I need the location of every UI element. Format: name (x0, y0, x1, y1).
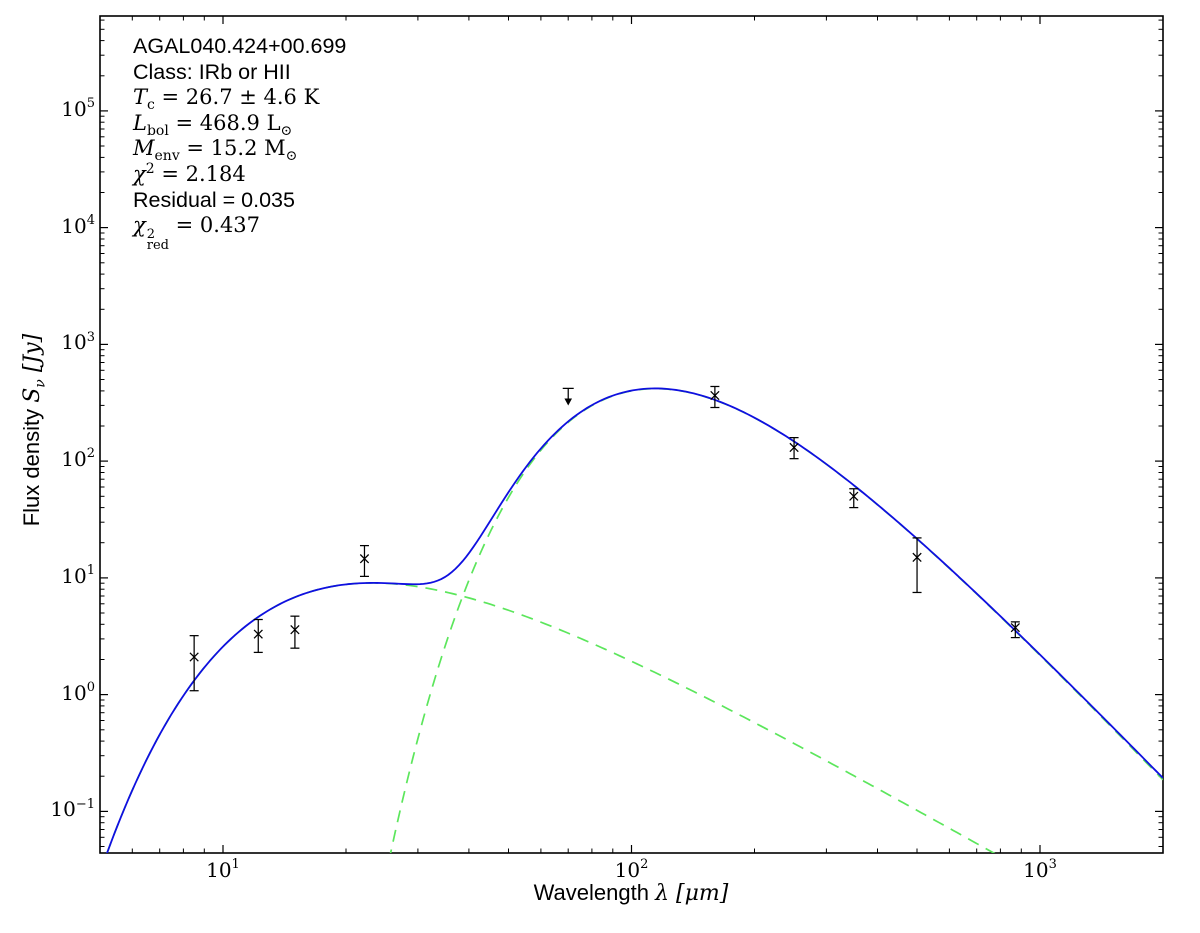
y-tick-label: 101 (61, 563, 95, 588)
source-name: AGAL040.424+00.699 (133, 34, 347, 58)
data-point-marker (253, 618, 263, 654)
data-point-marker (290, 615, 300, 649)
data-point-marker (359, 544, 370, 578)
x-tick-label: 103 (1023, 857, 1057, 882)
y-tick-label: 100 (61, 679, 95, 705)
envelope-mass-value: Menv = 15.2 M⊙ (133, 136, 298, 165)
residual-value: Residual = 0.035 (133, 187, 295, 212)
y-tick-label: 102 (61, 446, 95, 472)
reduced-chi-squared-value: χ 2 red = 0.437 (133, 213, 261, 254)
class-label: Class: IRb or HII (133, 59, 291, 84)
x-tick-label: 101 (206, 857, 240, 882)
data-point-marker (189, 635, 199, 692)
y-tick-label: 103 (61, 329, 95, 355)
y-tick-label: 10−1 (50, 796, 95, 822)
dust-temperature-value: Tc = 26.7 ± 4.6 K (133, 85, 320, 114)
photometry-points (189, 385, 1020, 692)
fit-annotation: AGAL040.424+00.699 Class: IRb or HII Tc … (133, 34, 347, 254)
x-tick-label: 102 (614, 857, 649, 882)
total-model-curve (106, 387, 1163, 853)
data-point-marker (849, 488, 859, 509)
y-tick-label: 105 (61, 96, 95, 121)
upper-limit-marker (562, 387, 574, 406)
bolometric-luminosity-value: Lbol = 468.9 L⊙ (133, 110, 293, 139)
chi-squared-value: χ2 = 2.184 (133, 160, 246, 186)
axis-ticks (100, 16, 1163, 853)
data-point-marker (1010, 621, 1020, 639)
y-tick-label: 104 (61, 212, 95, 238)
data-point-marker (710, 385, 720, 409)
x-axis-title: Wavelength λ [μm] (533, 880, 729, 906)
data-point-marker (912, 537, 922, 594)
data-point-marker (789, 437, 799, 460)
